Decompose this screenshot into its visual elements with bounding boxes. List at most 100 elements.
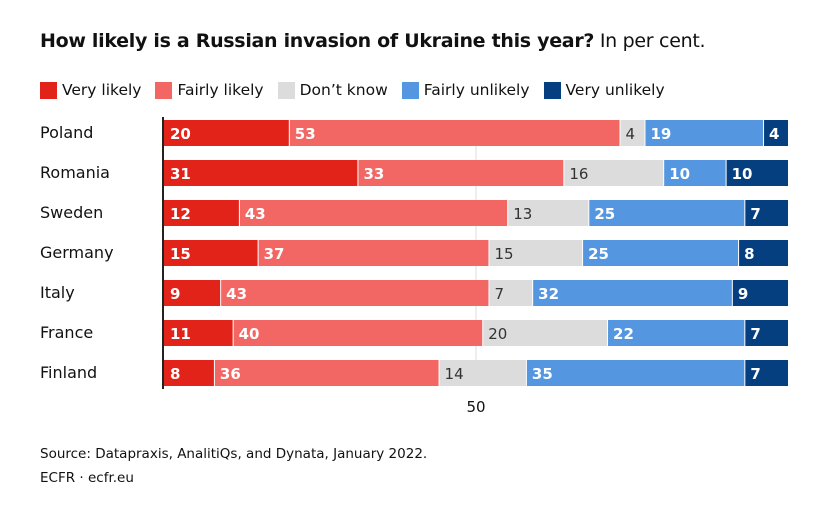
data-label: 31 [170, 165, 191, 183]
legend-label: Don’t know [299, 81, 388, 99]
data-label: 4 [626, 125, 636, 143]
bar-segment [164, 280, 221, 306]
bar-segment [221, 280, 489, 306]
data-label: 4 [769, 125, 779, 143]
data-label: 10 [669, 165, 690, 183]
bar-segment [164, 160, 358, 186]
data-label: 32 [538, 285, 559, 303]
bar-segment [664, 160, 726, 186]
legend-label: Fairly unlikely [423, 81, 530, 99]
data-label: 9 [738, 285, 748, 303]
source-note: Source: Datapraxis, AnalitiQs, and Dynat… [40, 442, 427, 490]
title-text: How likely is a Russian invasion of Ukra… [40, 30, 595, 52]
bar-segment [726, 160, 788, 186]
data-label: 35 [532, 365, 553, 383]
data-label: 15 [170, 245, 191, 263]
legend-swatch [277, 81, 295, 99]
category-label: Finland [40, 363, 97, 382]
bar-segment [589, 200, 745, 226]
bar-segment [526, 360, 745, 386]
data-label: 16 [569, 165, 588, 183]
data-label: 40 [239, 325, 260, 343]
data-label: 37 [264, 245, 285, 263]
legend-label: Fairly likely [177, 81, 264, 99]
bar-segment [745, 360, 788, 386]
data-label: 25 [594, 205, 615, 223]
bar-segment [564, 160, 664, 186]
data-label: 43 [245, 205, 266, 223]
source-text: Source: Datapraxis, AnalitiQs, and Dynat… [40, 446, 428, 462]
x-tick-label: 50 [466, 398, 485, 416]
bar-segment [489, 280, 533, 306]
bar-segment [583, 240, 739, 266]
data-label: 25 [588, 245, 609, 263]
data-label: 7 [750, 365, 760, 383]
category-label: Sweden [40, 203, 103, 222]
bar-segment [739, 240, 788, 266]
bar-segment [645, 120, 764, 146]
category-label: France [40, 323, 93, 342]
legend-item: Fairly unlikely [401, 81, 530, 99]
bar-segment [164, 200, 239, 226]
bar-segment [620, 120, 645, 146]
bar-segment [164, 240, 258, 266]
bar-segment [258, 240, 489, 266]
data-label: 7 [494, 285, 504, 303]
bar-segment [239, 200, 508, 226]
category-label: Romania [40, 163, 110, 182]
category-label: Italy [40, 283, 75, 302]
credit-text: ECFR · ecfr.eu [40, 470, 134, 486]
data-label: 13 [513, 205, 532, 223]
bar-segment [358, 160, 564, 186]
data-label: 14 [445, 365, 464, 383]
data-label: 19 [650, 125, 671, 143]
bar-segment [233, 320, 483, 346]
bar-segment [608, 320, 745, 346]
data-label: 15 [494, 245, 513, 263]
bar-segment [439, 360, 526, 386]
subtitle-text: In per cent. [599, 30, 706, 52]
legend-item: Very likely [40, 81, 141, 99]
legend-swatch [40, 81, 57, 99]
legend-swatch [401, 81, 419, 99]
legend-swatch [155, 81, 173, 99]
bar-segment [764, 120, 788, 146]
legend-label: Very unlikely [565, 81, 665, 99]
data-label: 12 [170, 205, 191, 223]
data-label: 7 [750, 205, 760, 223]
category-label: Poland [40, 123, 93, 142]
data-label: 20 [488, 325, 507, 343]
bar-segment [508, 200, 589, 226]
data-label: 9 [170, 285, 180, 303]
data-label: 20 [170, 125, 191, 143]
bar-segment [745, 320, 788, 346]
bar-segment [745, 200, 788, 226]
legend-item: Very unlikely [543, 81, 665, 99]
data-label: 11 [170, 325, 191, 343]
legend-item: Fairly likely [155, 81, 264, 99]
bar-segment [489, 240, 583, 266]
data-label: 22 [613, 325, 634, 343]
bar-segment [164, 120, 289, 146]
data-label: 10 [732, 165, 753, 183]
bar-segment [164, 320, 233, 346]
legend-label: Very likely [62, 81, 142, 99]
data-label: 7 [750, 325, 760, 343]
bar-segment [289, 120, 620, 146]
legend-item: Don’t know [277, 81, 388, 99]
bar-segment [214, 360, 439, 386]
data-label: 43 [226, 285, 247, 303]
category-label: Germany [40, 243, 114, 262]
data-label: 33 [363, 165, 384, 183]
bar-segment [533, 280, 732, 306]
legend-swatch [543, 81, 561, 99]
data-label: 8 [744, 245, 754, 263]
data-label: 8 [170, 365, 180, 383]
bar-segment [732, 280, 788, 306]
legend: Very likely Fairly likely Don’t know Fairly… [40, 81, 665, 99]
data-label: 36 [220, 365, 241, 383]
bar-segment [483, 320, 608, 346]
bar-segment [164, 360, 214, 386]
